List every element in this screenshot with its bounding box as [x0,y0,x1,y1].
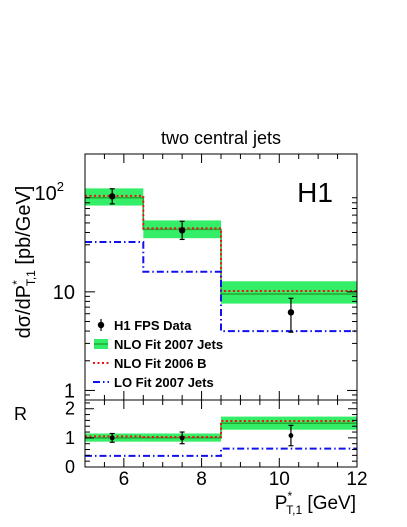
y-tick-label: 102 [35,179,64,205]
x-tick-label: 12 [346,469,367,490]
x-axis-label-main: P [275,493,288,514]
legend-label: NLO Fit 2007 Jets [114,337,223,352]
legend: H1 FPS Data NLO Fit 2007 Jets NLO Fit 2006… [93,318,223,390]
lo-2007-line [85,241,357,333]
data-point [178,227,186,234]
ratio-point [288,433,294,438]
nlo-band-main-bin [221,281,357,304]
y-axis-label: dσ/dP*T,1 [pb/GeV] [10,186,38,339]
points-layer [109,188,295,447]
x-axis-label: P* T,1 [GeV] [275,489,356,517]
legend-label: H1 FPS Data [114,318,192,333]
legend-label: NLO Fit 2006 B [114,356,206,371]
data-point [287,309,295,316]
legend-marker-dot [97,321,105,329]
x-tick-label: 6 [119,469,130,490]
x-axis-label-unit: [GeV] [302,493,356,514]
ratio-y-tick-label: 1 [65,428,75,448]
y-axis-label-sup: * [10,280,24,285]
y-axis-label-unit: [pb/GeV] [13,186,35,271]
x-tick-label: 8 [196,469,207,490]
ratio-point [109,435,115,441]
chart-title: two central jets [161,128,281,148]
y-axis-label-sub: T,1 [24,270,38,286]
y-axis-label-pre: dσ/dP [13,285,35,339]
experiment-label: H1 [297,177,333,208]
ratio-point [179,435,185,441]
x-tick-label: 10 [269,469,290,490]
ratio-y-tick-label: 0 [65,457,75,477]
y-tick-label: 1 [64,380,75,402]
legend-label: LO Fit 2007 Jets [114,375,214,390]
y-tick-exponent: 2 [57,179,64,194]
lo-2007-ratio-line [85,447,357,457]
nlo-2006b-line [85,194,357,292]
ratio-y-label: R [14,404,27,424]
ratio-y-tick-label: 2 [65,399,75,419]
x-axis-label-sup: * [287,489,292,503]
data-point [109,193,116,200]
x-axis-label-sub: T,1 [286,503,302,517]
y-tick-label: 10 [53,282,75,304]
